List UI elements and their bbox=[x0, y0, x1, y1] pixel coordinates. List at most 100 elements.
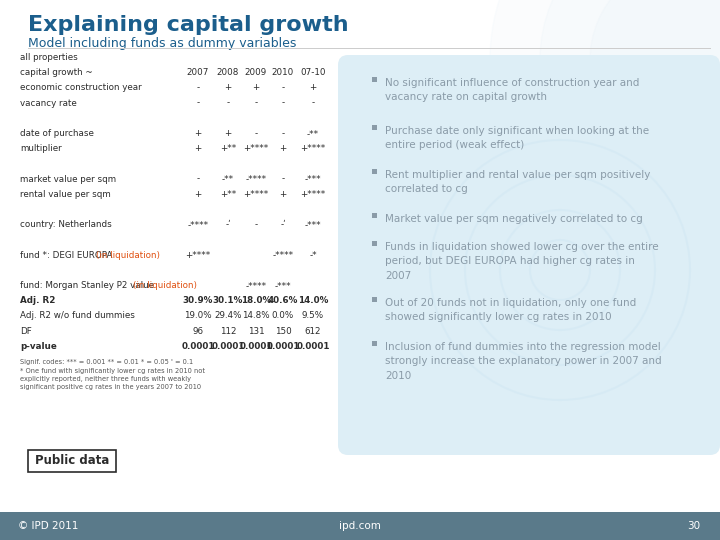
Text: +: + bbox=[194, 190, 202, 199]
Text: 30: 30 bbox=[687, 521, 700, 531]
Text: +****: +**** bbox=[185, 251, 211, 260]
Text: Out of 20 funds not in liquidation, only one fund
showed significantly lower cg : Out of 20 funds not in liquidation, only… bbox=[385, 298, 636, 322]
Text: 2010: 2010 bbox=[272, 68, 294, 77]
Text: Model including funds as dummy variables: Model including funds as dummy variables bbox=[28, 37, 297, 50]
Text: all properties: all properties bbox=[20, 53, 78, 62]
Text: 18.0%: 18.0% bbox=[241, 296, 271, 305]
Text: +: + bbox=[225, 83, 232, 92]
Text: +: + bbox=[194, 144, 202, 153]
Text: 40.6%: 40.6% bbox=[268, 296, 298, 305]
Text: 96: 96 bbox=[192, 327, 204, 335]
Text: 0.0001: 0.0001 bbox=[266, 342, 300, 351]
Text: +**: +** bbox=[220, 190, 236, 199]
Text: economic construction year: economic construction year bbox=[20, 83, 142, 92]
Text: -***: -*** bbox=[305, 220, 321, 229]
Bar bbox=[372, 240, 377, 246]
FancyBboxPatch shape bbox=[28, 450, 116, 472]
Text: DF: DF bbox=[20, 327, 32, 335]
Text: 131: 131 bbox=[248, 327, 264, 335]
Bar bbox=[372, 77, 377, 82]
Text: -****: -**** bbox=[246, 281, 266, 290]
Text: -ʹ: -ʹ bbox=[280, 220, 286, 229]
Text: +****: +**** bbox=[300, 190, 325, 199]
Text: Rent multiplier and rental value per sqm positively
correlated to cg: Rent multiplier and rental value per sqm… bbox=[385, 170, 650, 194]
Text: -*: -* bbox=[309, 251, 317, 260]
Text: 14.0%: 14.0% bbox=[298, 296, 328, 305]
Text: ipd.com: ipd.com bbox=[339, 521, 381, 531]
Text: -****: -**** bbox=[272, 251, 294, 260]
Text: -: - bbox=[254, 220, 258, 229]
Text: 2008: 2008 bbox=[217, 68, 239, 77]
Text: Funds in liquidation showed lower cg over the entire
period, but DEGI EUROPA had: Funds in liquidation showed lower cg ove… bbox=[385, 242, 659, 281]
Bar bbox=[372, 296, 377, 301]
Text: 612: 612 bbox=[305, 327, 321, 335]
Text: +****: +**** bbox=[243, 144, 269, 153]
Text: 07-10: 07-10 bbox=[300, 68, 325, 77]
Text: -**: -** bbox=[307, 129, 319, 138]
Text: +: + bbox=[310, 83, 317, 92]
Text: -: - bbox=[254, 99, 258, 107]
Text: 29.4%: 29.4% bbox=[215, 312, 242, 320]
Text: -: - bbox=[282, 99, 284, 107]
Text: country: Netherlands: country: Netherlands bbox=[20, 220, 112, 229]
Text: 30.1%: 30.1% bbox=[213, 296, 243, 305]
Text: +: + bbox=[279, 190, 287, 199]
Text: 2007: 2007 bbox=[186, 68, 210, 77]
Text: p-value: p-value bbox=[20, 342, 57, 351]
Text: Inclusion of fund dummies into the regression model
strongly increase the explan: Inclusion of fund dummies into the regre… bbox=[385, 342, 662, 381]
Text: 30.9%: 30.9% bbox=[183, 296, 213, 305]
Bar bbox=[372, 168, 377, 173]
Text: vacancy rate: vacancy rate bbox=[20, 99, 77, 107]
Text: +: + bbox=[194, 129, 202, 138]
Text: +****: +**** bbox=[300, 144, 325, 153]
Text: 0.0001: 0.0001 bbox=[181, 342, 215, 351]
Text: (in liquidation): (in liquidation) bbox=[133, 281, 197, 290]
Text: fund: Morgan Stanley P2 value: fund: Morgan Stanley P2 value bbox=[20, 281, 157, 290]
Text: © IPD 2011: © IPD 2011 bbox=[18, 521, 78, 531]
Bar bbox=[372, 125, 377, 130]
Circle shape bbox=[490, 0, 720, 260]
Text: -ʹ: -ʹ bbox=[225, 220, 230, 229]
Text: -***: -*** bbox=[305, 174, 321, 184]
Text: (in liquidation): (in liquidation) bbox=[96, 251, 160, 260]
Bar bbox=[372, 213, 377, 218]
Text: +: + bbox=[253, 83, 260, 92]
Circle shape bbox=[590, 0, 720, 160]
Bar bbox=[372, 341, 377, 346]
FancyBboxPatch shape bbox=[338, 55, 720, 455]
Text: -: - bbox=[312, 99, 315, 107]
Text: -: - bbox=[282, 83, 284, 92]
Bar bbox=[0, 512, 720, 540]
Text: Adj. R2 w/o fund dummies: Adj. R2 w/o fund dummies bbox=[20, 312, 135, 320]
Text: -**: -** bbox=[222, 174, 234, 184]
Text: rental value per sqm: rental value per sqm bbox=[20, 190, 111, 199]
Text: 19.0%: 19.0% bbox=[184, 312, 212, 320]
Text: capital growth ~: capital growth ~ bbox=[20, 68, 93, 77]
Text: Market value per sqm negatively correlated to cg: Market value per sqm negatively correlat… bbox=[385, 214, 643, 224]
Text: 112: 112 bbox=[220, 327, 236, 335]
Text: -: - bbox=[197, 174, 199, 184]
Text: -: - bbox=[254, 129, 258, 138]
Text: 0.0001: 0.0001 bbox=[211, 342, 245, 351]
Text: +: + bbox=[279, 144, 287, 153]
Text: -****: -**** bbox=[187, 220, 209, 229]
Text: 2009: 2009 bbox=[245, 68, 267, 77]
Text: 0.0%: 0.0% bbox=[272, 312, 294, 320]
Text: fund *: DEGI EUROPA: fund *: DEGI EUROPA bbox=[20, 251, 115, 260]
Text: Public data: Public data bbox=[35, 455, 109, 468]
Text: -: - bbox=[197, 99, 199, 107]
Text: Explaining capital growth: Explaining capital growth bbox=[28, 15, 348, 35]
Text: Purchase date only significant when looking at the
entire period (weak effect): Purchase date only significant when look… bbox=[385, 126, 649, 151]
Text: +**: +** bbox=[220, 144, 236, 153]
Text: multiplier: multiplier bbox=[20, 144, 62, 153]
Text: 0.0001: 0.0001 bbox=[296, 342, 330, 351]
Text: 14.8%: 14.8% bbox=[242, 312, 270, 320]
Text: market value per sqm: market value per sqm bbox=[20, 174, 116, 184]
Text: No significant influence of construction year and
vacancy rate on capital growth: No significant influence of construction… bbox=[385, 78, 639, 103]
Text: 0.0001: 0.0001 bbox=[239, 342, 273, 351]
Text: 9.5%: 9.5% bbox=[302, 312, 324, 320]
Text: +: + bbox=[225, 129, 232, 138]
Text: Signif. codes: *** = 0.001 ** = 0.01 * = 0.05 ' = 0.1
* One fund with significan: Signif. codes: *** = 0.001 ** = 0.01 * =… bbox=[20, 359, 205, 390]
Text: +****: +**** bbox=[243, 190, 269, 199]
Text: Adj. R2: Adj. R2 bbox=[20, 296, 55, 305]
